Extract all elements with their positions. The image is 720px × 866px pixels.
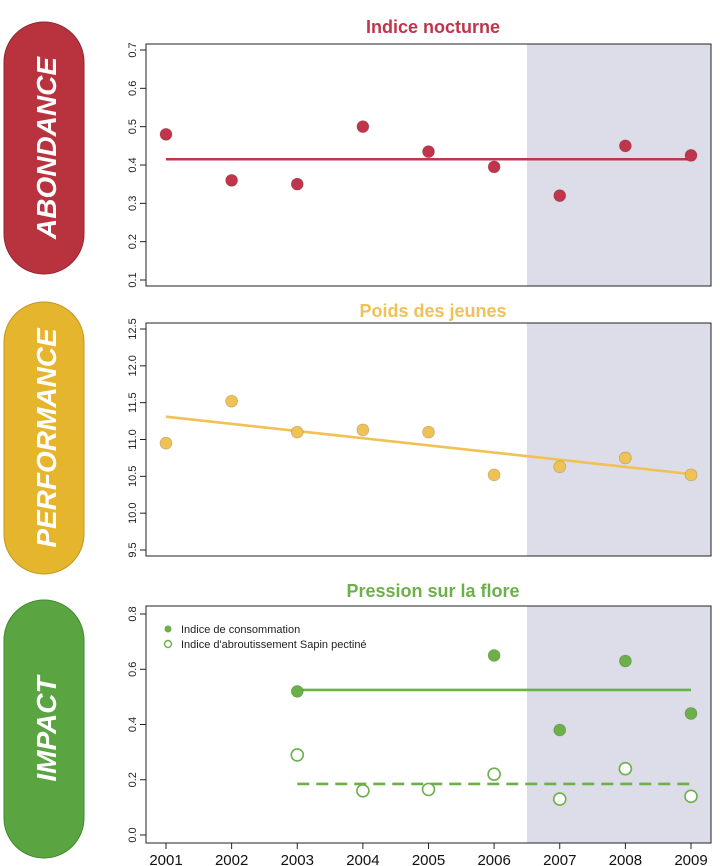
panel-impact-title: Pression sur la flore <box>346 581 519 601</box>
x-tick-label: 2009 <box>674 852 707 866</box>
legend-filled-marker <box>164 625 172 633</box>
data-point <box>356 423 370 437</box>
data-point <box>487 160 501 174</box>
data-point-open <box>421 782 436 797</box>
pill-performance: PERFORMANCE <box>3 301 85 575</box>
data-point <box>618 654 632 668</box>
panel-abondance-title: Indice nocturne <box>366 17 500 37</box>
y-tick-label: 0.7 <box>127 42 139 57</box>
y-tick-label: 11.5 <box>127 392 139 413</box>
panel-performance: Poids des jeunes 9.5 10.0 10.5 11.0 11.5 12.0… <box>127 301 712 558</box>
data-point <box>356 120 370 134</box>
panel-performance-title: Poids des jeunes <box>359 301 506 321</box>
data-point-open <box>552 792 567 806</box>
pill-impact: IMPACT <box>3 599 85 859</box>
data-point <box>684 149 698 162</box>
panel-abondance: Indice nocturne 0.1 0.2 0.3 0.4 0.5 0.6 0.7 <box>127 17 712 288</box>
data-point <box>553 723 567 737</box>
y-tick-label: 10.5 <box>127 466 139 487</box>
y-tick-label: 10.0 <box>127 502 139 523</box>
data-point <box>159 436 173 450</box>
x-tick-label: 2005 <box>412 852 445 866</box>
y-tick-label: 0.3 <box>127 196 139 211</box>
data-point <box>487 468 501 482</box>
panel-impact-legend: Indice de consommation Indice d'abroutis… <box>163 624 367 651</box>
panel-performance-shade <box>526 323 711 556</box>
x-tick-label: 2007 <box>543 852 576 866</box>
panel-impact-shade <box>526 606 711 843</box>
pill-performance-label: PERFORMANCE <box>31 327 62 548</box>
data-point <box>684 707 698 720</box>
data-point <box>618 451 632 465</box>
x-tick-label: 2001 <box>149 852 182 866</box>
x-tick-label: 2003 <box>281 852 314 866</box>
data-point <box>553 460 567 474</box>
x-tick-label: 2008 <box>609 852 642 866</box>
panel-abondance-points <box>159 120 698 203</box>
panel-impact: Pression sur la flore 0.0 0.2 0.4 0.6 0.8 In… <box>127 581 712 866</box>
legend-consommation-label: Indice de consommation <box>181 624 300 636</box>
legend-abroutissement-label: Indice d'abroutissement Sapin pectiné <box>181 639 367 651</box>
x-tick-label: 2004 <box>346 852 379 866</box>
y-tick-label: 0.6 <box>127 81 139 96</box>
panel-abondance-y-axis: 0.1 0.2 0.3 0.4 0.5 0.6 0.7 <box>127 42 146 288</box>
pill-abondance-label: ABONDANCE <box>31 56 62 240</box>
legend-open-marker <box>163 639 173 649</box>
y-tick-label: 0.0 <box>127 827 139 842</box>
y-tick-label: 0.6 <box>127 662 139 677</box>
data-point-open <box>290 748 305 762</box>
data-point <box>225 394 239 408</box>
data-point-open <box>356 783 370 798</box>
panel-abondance-shade <box>526 44 711 286</box>
data-point <box>487 649 501 662</box>
y-tick-label: 0.8 <box>127 606 139 621</box>
trend-line <box>165 415 692 476</box>
y-tick-label: 11.0 <box>127 429 139 450</box>
data-point-open <box>487 767 501 782</box>
y-tick-label: 9.5 <box>127 542 139 557</box>
y-tick-label: 0.1 <box>127 272 139 287</box>
y-tick-label: 12.5 <box>127 318 139 339</box>
data-point <box>159 127 173 141</box>
data-point <box>290 425 304 439</box>
data-point <box>290 684 304 698</box>
data-point-open <box>684 789 698 804</box>
data-point <box>618 139 632 153</box>
y-tick-label: 12.0 <box>127 355 139 376</box>
data-point <box>422 425 435 439</box>
data-point-open <box>618 761 633 776</box>
x-tick-label: 2002 <box>215 852 248 866</box>
x-axis: 2001 2002 2003 2004 2005 2006 2007 2008 2009 <box>149 843 708 866</box>
panel-impact-trend-lines <box>297 688 691 786</box>
data-point <box>290 177 304 191</box>
y-tick-label: 0.5 <box>127 119 139 134</box>
panel-impact-y-axis: 0.0 0.2 0.4 0.6 0.8 <box>127 606 146 843</box>
pill-impact-label: IMPACT <box>31 673 62 781</box>
pill-abondance: ABONDANCE <box>3 21 85 275</box>
panel-performance-trend-lines <box>165 415 692 476</box>
y-tick-label: 0.2 <box>127 772 139 787</box>
y-tick-label: 0.4 <box>127 157 139 172</box>
x-tick-label: 2006 <box>477 852 510 866</box>
data-point <box>422 145 435 158</box>
data-point <box>684 468 698 482</box>
y-tick-label: 0.4 <box>127 717 139 732</box>
y-tick-label: 0.2 <box>127 234 139 249</box>
data-point <box>225 173 239 187</box>
data-point <box>553 189 567 203</box>
panel-performance-y-axis: 9.5 10.0 10.5 11.0 11.5 12.0 12.5 <box>127 318 146 558</box>
panel-performance-points <box>159 394 698 482</box>
panel-impact-points <box>290 649 698 806</box>
